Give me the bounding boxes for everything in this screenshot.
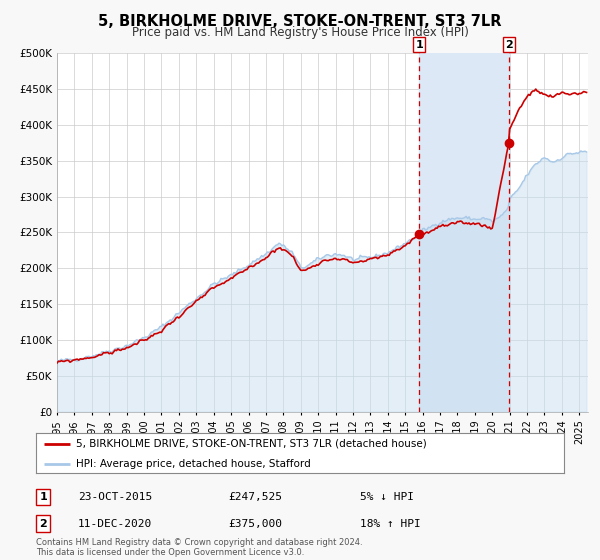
Text: HPI: Average price, detached house, Stafford: HPI: Average price, detached house, Staf… [76, 459, 310, 469]
Text: Price paid vs. HM Land Registry's House Price Index (HPI): Price paid vs. HM Land Registry's House … [131, 26, 469, 39]
Text: 18% ↑ HPI: 18% ↑ HPI [360, 519, 421, 529]
Text: 2: 2 [40, 519, 47, 529]
Text: £375,000: £375,000 [228, 519, 282, 529]
Text: 5, BIRKHOLME DRIVE, STOKE-ON-TRENT, ST3 7LR (detached house): 5, BIRKHOLME DRIVE, STOKE-ON-TRENT, ST3 … [76, 439, 427, 449]
Text: 1: 1 [415, 40, 423, 50]
Bar [419, 53, 509, 412]
Text: 5% ↓ HPI: 5% ↓ HPI [360, 492, 414, 502]
Text: £247,525: £247,525 [228, 492, 282, 502]
Text: 5, BIRKHOLME DRIVE, STOKE-ON-TRENT, ST3 7LR: 5, BIRKHOLME DRIVE, STOKE-ON-TRENT, ST3 … [98, 14, 502, 29]
Text: 11-DEC-2020: 11-DEC-2020 [78, 519, 152, 529]
Text: 1: 1 [40, 492, 47, 502]
Text: 2: 2 [505, 40, 512, 50]
Text: 23-OCT-2015: 23-OCT-2015 [78, 492, 152, 502]
Text: Contains HM Land Registry data © Crown copyright and database right 2024.
This d: Contains HM Land Registry data © Crown c… [36, 538, 362, 557]
